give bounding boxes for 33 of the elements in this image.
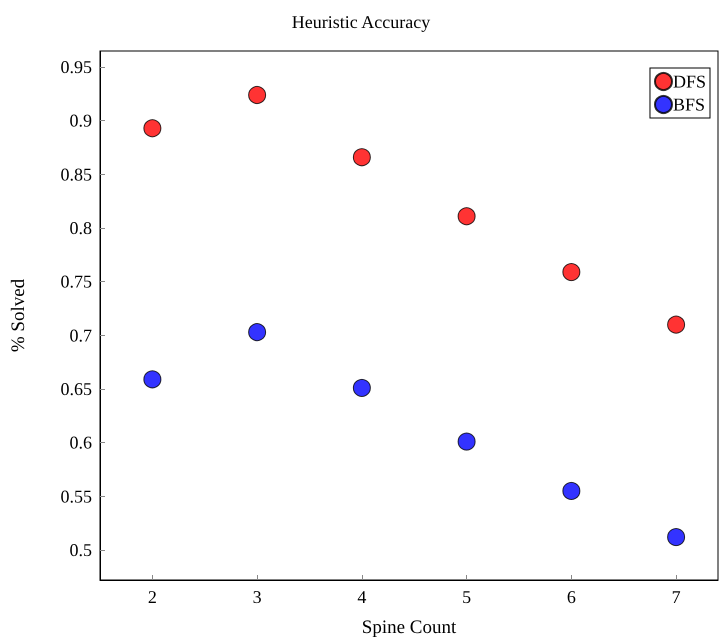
- y-tick-label: 0.85: [60, 164, 92, 184]
- y-tick-label: 0.65: [60, 379, 92, 399]
- y-tick-label: 0.95: [60, 57, 92, 78]
- x-tick-label: 4: [357, 587, 366, 607]
- y-axis-title: % Solved: [8, 278, 29, 352]
- point: [458, 207, 476, 226]
- point: [562, 482, 580, 500]
- x-tick-label: 3: [252, 587, 262, 607]
- point: [352, 148, 371, 166]
- point: [562, 263, 580, 282]
- point: [143, 370, 162, 388]
- y-tick-label: 0.6: [70, 432, 92, 453]
- y-tick-label: 0.9: [70, 110, 92, 131]
- y-tick-label: 0.8: [70, 218, 92, 238]
- point: [458, 432, 476, 451]
- legend-label: BFS: [672, 94, 706, 114]
- chart-title: Heuristic Accuracy: [292, 12, 430, 32]
- y-tick-label: 0.55: [60, 486, 92, 506]
- point: [667, 316, 686, 334]
- x-tick-label: 5: [462, 587, 472, 607]
- point: [352, 378, 371, 397]
- y-tick-label: 0.5: [70, 540, 92, 560]
- point: [248, 86, 266, 104]
- x-tick-label: 6: [566, 587, 576, 607]
- x-axis-title: Spine Count: [362, 617, 457, 638]
- legend-label: DFS: [672, 72, 706, 92]
- point: [143, 119, 162, 138]
- y-tick-label: 0.75: [60, 272, 92, 292]
- y-tick-label: 0.7: [70, 325, 92, 346]
- x-tick-label: 7: [672, 587, 681, 607]
- point: [248, 323, 266, 342]
- point: [667, 528, 686, 546]
- x-tick-label: 2: [148, 587, 157, 607]
